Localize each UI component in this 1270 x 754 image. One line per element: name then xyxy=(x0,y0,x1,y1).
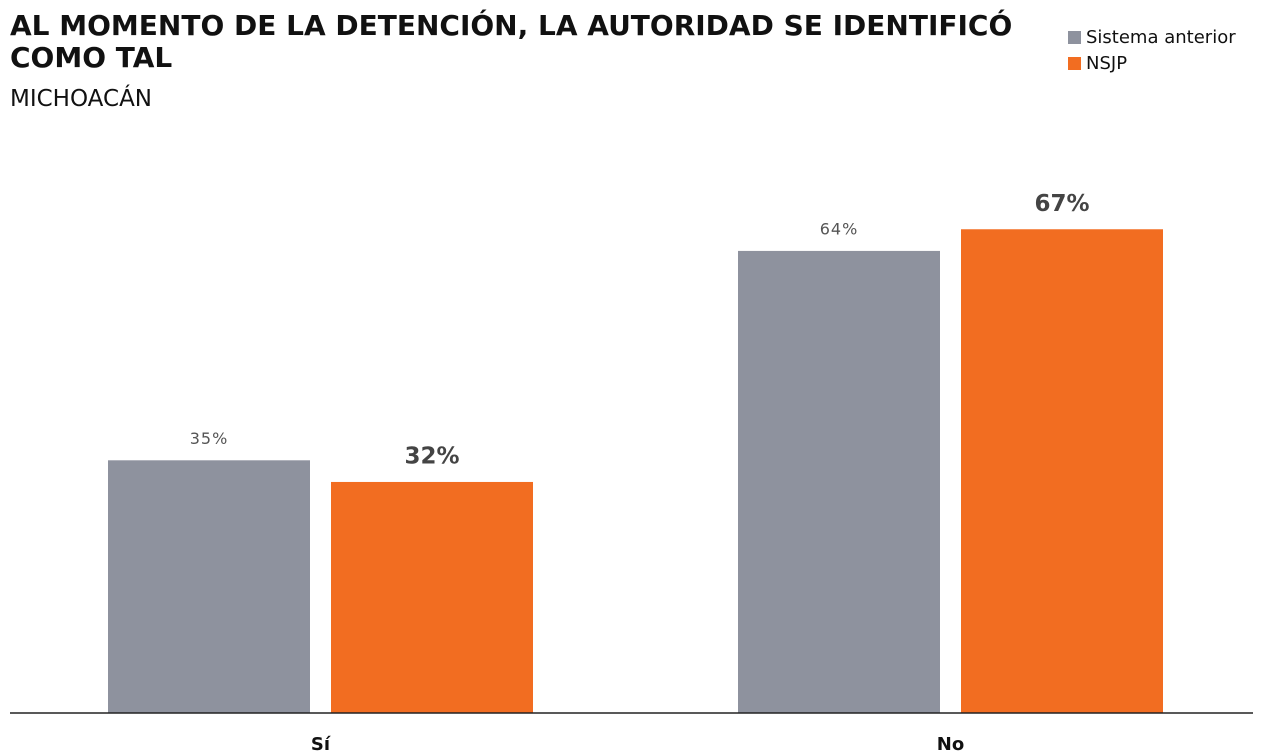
data-label: 67% xyxy=(1034,191,1089,217)
chart-title: AL MOMENTO DE LA DETENCIÓN, LA AUTORIDAD… xyxy=(10,9,1013,74)
bar xyxy=(738,250,940,714)
legend-label: NSJP xyxy=(1086,53,1127,74)
data-label: 35% xyxy=(190,429,229,448)
chart-subtitle: MICHOACÁN xyxy=(10,86,153,112)
x-tick-label: Sí xyxy=(311,734,331,754)
bar xyxy=(108,460,310,713)
bar xyxy=(961,229,1163,713)
bar xyxy=(331,481,533,713)
x-tick-label: No xyxy=(937,734,964,754)
legend-swatch xyxy=(1068,31,1081,44)
legend-swatch xyxy=(1068,57,1081,70)
data-label: 32% xyxy=(404,443,459,469)
legend-label: Sistema anterior xyxy=(1086,27,1236,48)
data-label: 64% xyxy=(820,219,859,238)
